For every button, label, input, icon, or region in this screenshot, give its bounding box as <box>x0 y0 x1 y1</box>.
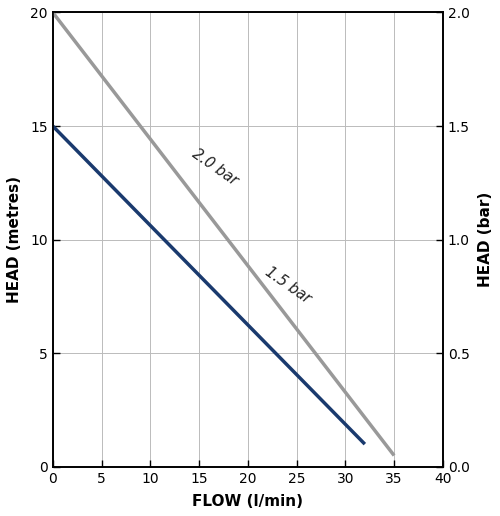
Y-axis label: HEAD (bar): HEAD (bar) <box>478 192 493 287</box>
Y-axis label: HEAD (metres): HEAD (metres) <box>7 176 22 303</box>
X-axis label: FLOW (l/min): FLOW (l/min) <box>192 494 304 509</box>
Text: 2.0 bar: 2.0 bar <box>190 146 240 188</box>
Text: 1.5 bar: 1.5 bar <box>262 264 314 306</box>
